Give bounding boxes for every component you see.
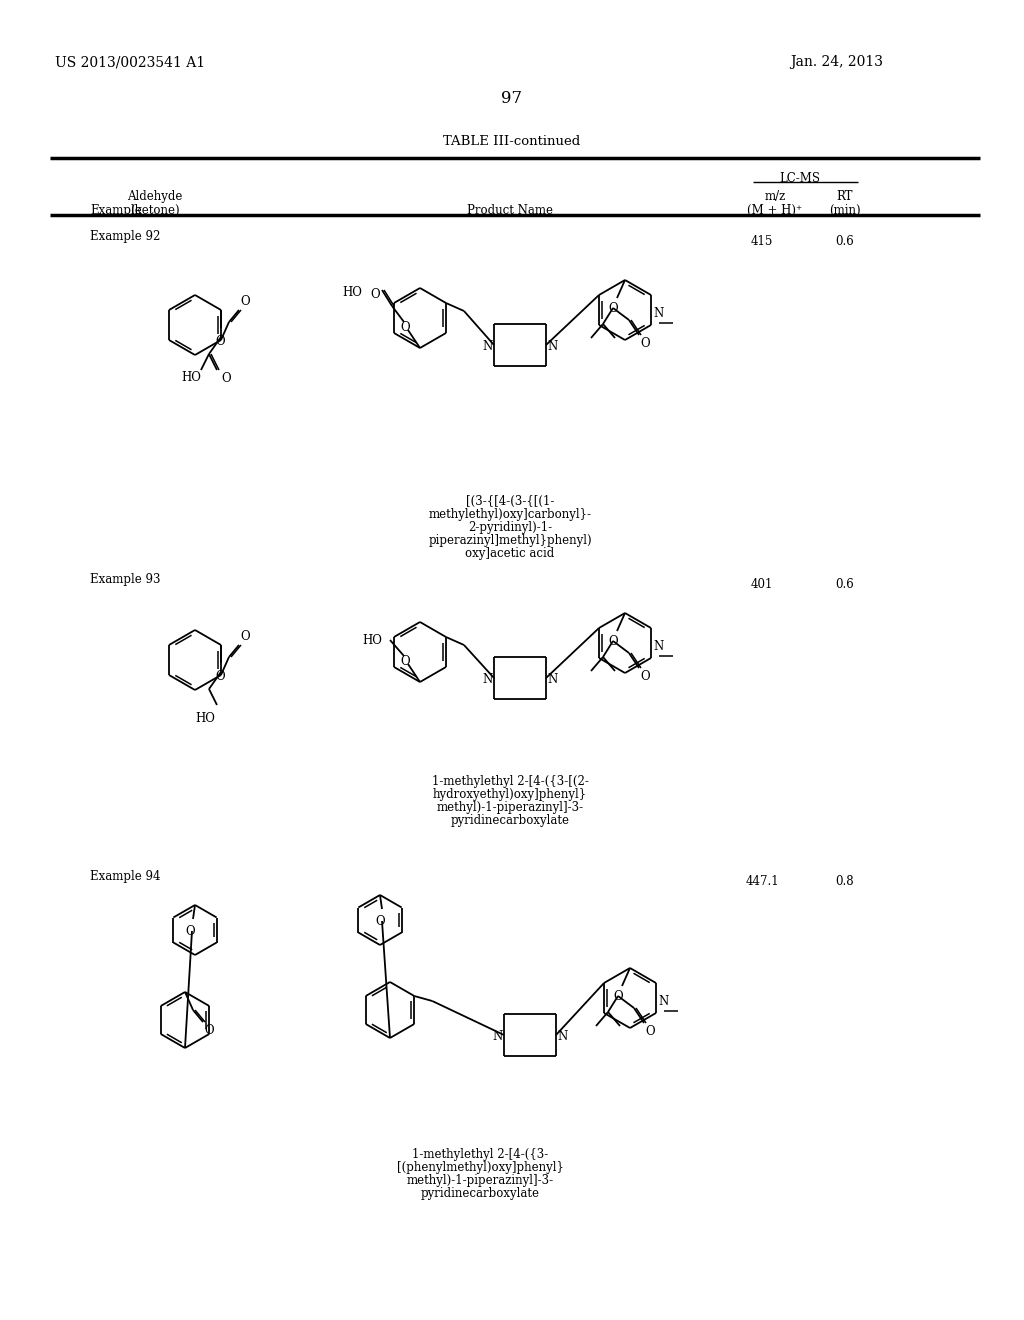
Text: O: O: [204, 1024, 214, 1038]
Text: O: O: [645, 1026, 654, 1038]
Text: US 2013/0023541 A1: US 2013/0023541 A1: [55, 55, 205, 69]
Text: N: N: [547, 673, 557, 686]
Text: N: N: [653, 308, 664, 319]
Text: hydroxyethyl)oxy]phenyl}: hydroxyethyl)oxy]phenyl}: [433, 788, 587, 801]
Text: N: N: [493, 1030, 503, 1043]
Text: O: O: [400, 321, 410, 334]
Text: piperazinyl]methyl}phenyl): piperazinyl]methyl}phenyl): [428, 535, 592, 546]
Text: 97: 97: [502, 90, 522, 107]
Text: 415: 415: [751, 235, 773, 248]
Text: 447.1: 447.1: [745, 875, 779, 888]
Text: Example: Example: [90, 205, 141, 216]
Text: Example 94: Example 94: [90, 870, 161, 883]
Text: N: N: [557, 1030, 567, 1043]
Text: O: O: [613, 990, 623, 1003]
Text: HO: HO: [362, 634, 382, 647]
Text: Jan. 24, 2013: Jan. 24, 2013: [790, 55, 883, 69]
Text: N: N: [653, 640, 664, 653]
Text: m/z: m/z: [764, 190, 785, 203]
Text: O: O: [370, 288, 380, 301]
Text: methyl)-1-piperazinyl]-3-: methyl)-1-piperazinyl]-3-: [436, 801, 584, 814]
Text: O: O: [185, 925, 195, 939]
Text: 1-methylethyl 2-[4-({3-: 1-methylethyl 2-[4-({3-: [412, 1148, 548, 1162]
Text: 401: 401: [751, 578, 773, 591]
Text: Product Name: Product Name: [467, 205, 553, 216]
Text: 0.8: 0.8: [836, 875, 854, 888]
Text: 1-methylethyl 2-[4-({3-[(2-: 1-methylethyl 2-[4-({3-[(2-: [431, 775, 589, 788]
Text: O: O: [400, 655, 410, 668]
Text: (M + H)⁺: (M + H)⁺: [748, 205, 803, 216]
Text: Example 93: Example 93: [90, 573, 161, 586]
Text: N: N: [658, 995, 669, 1008]
Text: TABLE III-continued: TABLE III-continued: [443, 135, 581, 148]
Text: HO: HO: [195, 711, 215, 725]
Text: methylethyl)oxy]carbonyl}-: methylethyl)oxy]carbonyl}-: [428, 508, 592, 521]
Text: O: O: [608, 302, 617, 315]
Text: O: O: [215, 335, 224, 348]
Text: O: O: [240, 630, 250, 643]
Text: oxy]acetic acid: oxy]acetic acid: [465, 546, 555, 560]
Text: LC-MS: LC-MS: [779, 172, 820, 185]
Text: methyl)-1-piperazinyl]-3-: methyl)-1-piperazinyl]-3-: [407, 1173, 554, 1187]
Text: 0.6: 0.6: [836, 235, 854, 248]
Text: N: N: [482, 341, 493, 352]
Text: 2-pyridinyl)-1-: 2-pyridinyl)-1-: [468, 521, 552, 535]
Text: pyridinecarboxylate: pyridinecarboxylate: [421, 1187, 540, 1200]
Text: Example 92: Example 92: [90, 230, 161, 243]
Text: [(phenylmethyl)oxy]phenyl}: [(phenylmethyl)oxy]phenyl}: [396, 1162, 563, 1173]
Text: (min): (min): [829, 205, 861, 216]
Text: O: O: [215, 671, 224, 682]
Text: (ketone): (ketone): [130, 205, 180, 216]
Text: N: N: [482, 673, 493, 686]
Text: O: O: [221, 372, 230, 385]
Text: 0.6: 0.6: [836, 578, 854, 591]
Text: [(3-{[4-(3-{[(1-: [(3-{[4-(3-{[(1-: [466, 495, 554, 508]
Text: O: O: [640, 671, 649, 682]
Text: N: N: [547, 341, 557, 352]
Text: O: O: [375, 915, 385, 928]
Text: HO: HO: [181, 371, 201, 384]
Text: O: O: [640, 337, 649, 350]
Text: O: O: [608, 635, 617, 648]
Text: pyridinecarboxylate: pyridinecarboxylate: [451, 814, 569, 828]
Text: Aldehyde: Aldehyde: [127, 190, 182, 203]
Text: O: O: [240, 294, 250, 308]
Text: HO: HO: [342, 286, 361, 300]
Text: RT: RT: [837, 190, 853, 203]
